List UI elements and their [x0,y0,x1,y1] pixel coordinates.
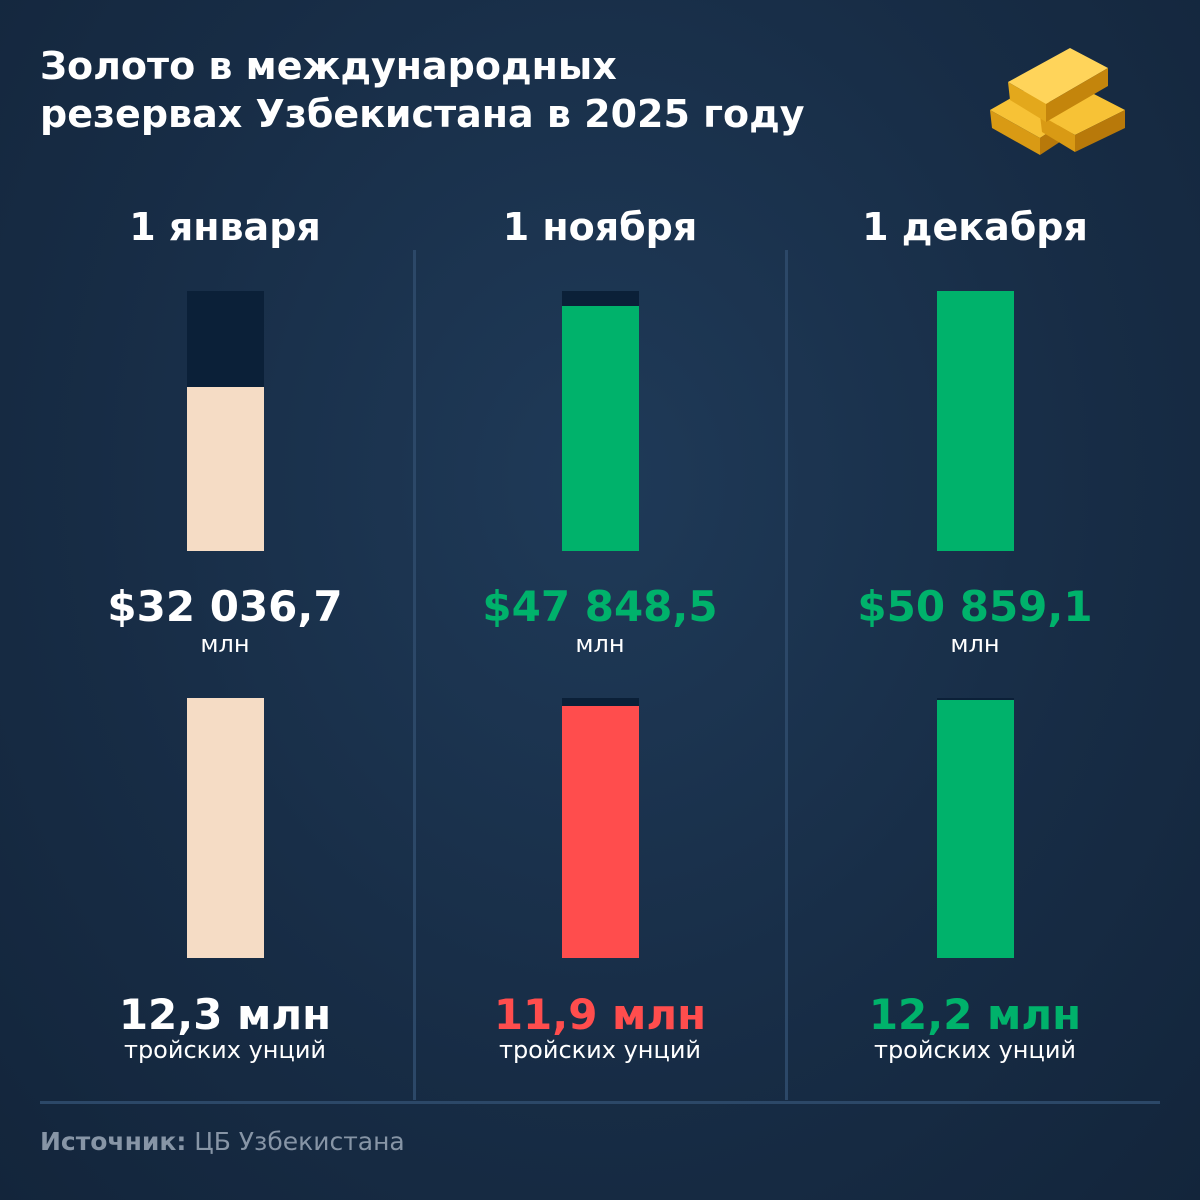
value-label: $32 036,7 [107,582,343,631]
bar [937,700,1014,958]
bar [937,291,1014,551]
bar [562,306,639,551]
value-label: 12,3 млн [118,990,332,1039]
unit-label: тройских унций [123,1036,327,1064]
title-line: резервах Узбекистана в 2025 году [40,92,805,136]
unit-label: млн [200,630,250,658]
bar [187,387,264,551]
divider [785,250,788,1100]
value-label: $50 859,1 [857,582,1093,631]
column-header: 1 января [129,205,321,249]
divider [413,250,416,1100]
divider [40,1101,1160,1104]
value-label: $47 848,5 [482,582,718,631]
gold-icon [990,48,1125,155]
unit-label: тройских унций [873,1036,1077,1064]
source: Источник: ЦБ Узбекистана [40,1127,405,1156]
column-header: 1 декабря [862,205,1088,249]
source-label: Источник: [40,1127,187,1156]
value-label: 11,9 млн [493,990,707,1039]
title: Золото в международных резервах Узбекист… [40,42,805,138]
value-label: 12,2 млн [868,990,1082,1039]
unit-label: тройских унций [498,1036,702,1064]
bar [187,698,264,958]
unit-label: млн [575,630,625,658]
title-line: Золото в международных [40,44,617,88]
bar [562,706,639,958]
unit-label: млн [950,630,1000,658]
source-text: ЦБ Узбекистана [194,1127,405,1156]
column-header: 1 ноября [502,205,698,249]
